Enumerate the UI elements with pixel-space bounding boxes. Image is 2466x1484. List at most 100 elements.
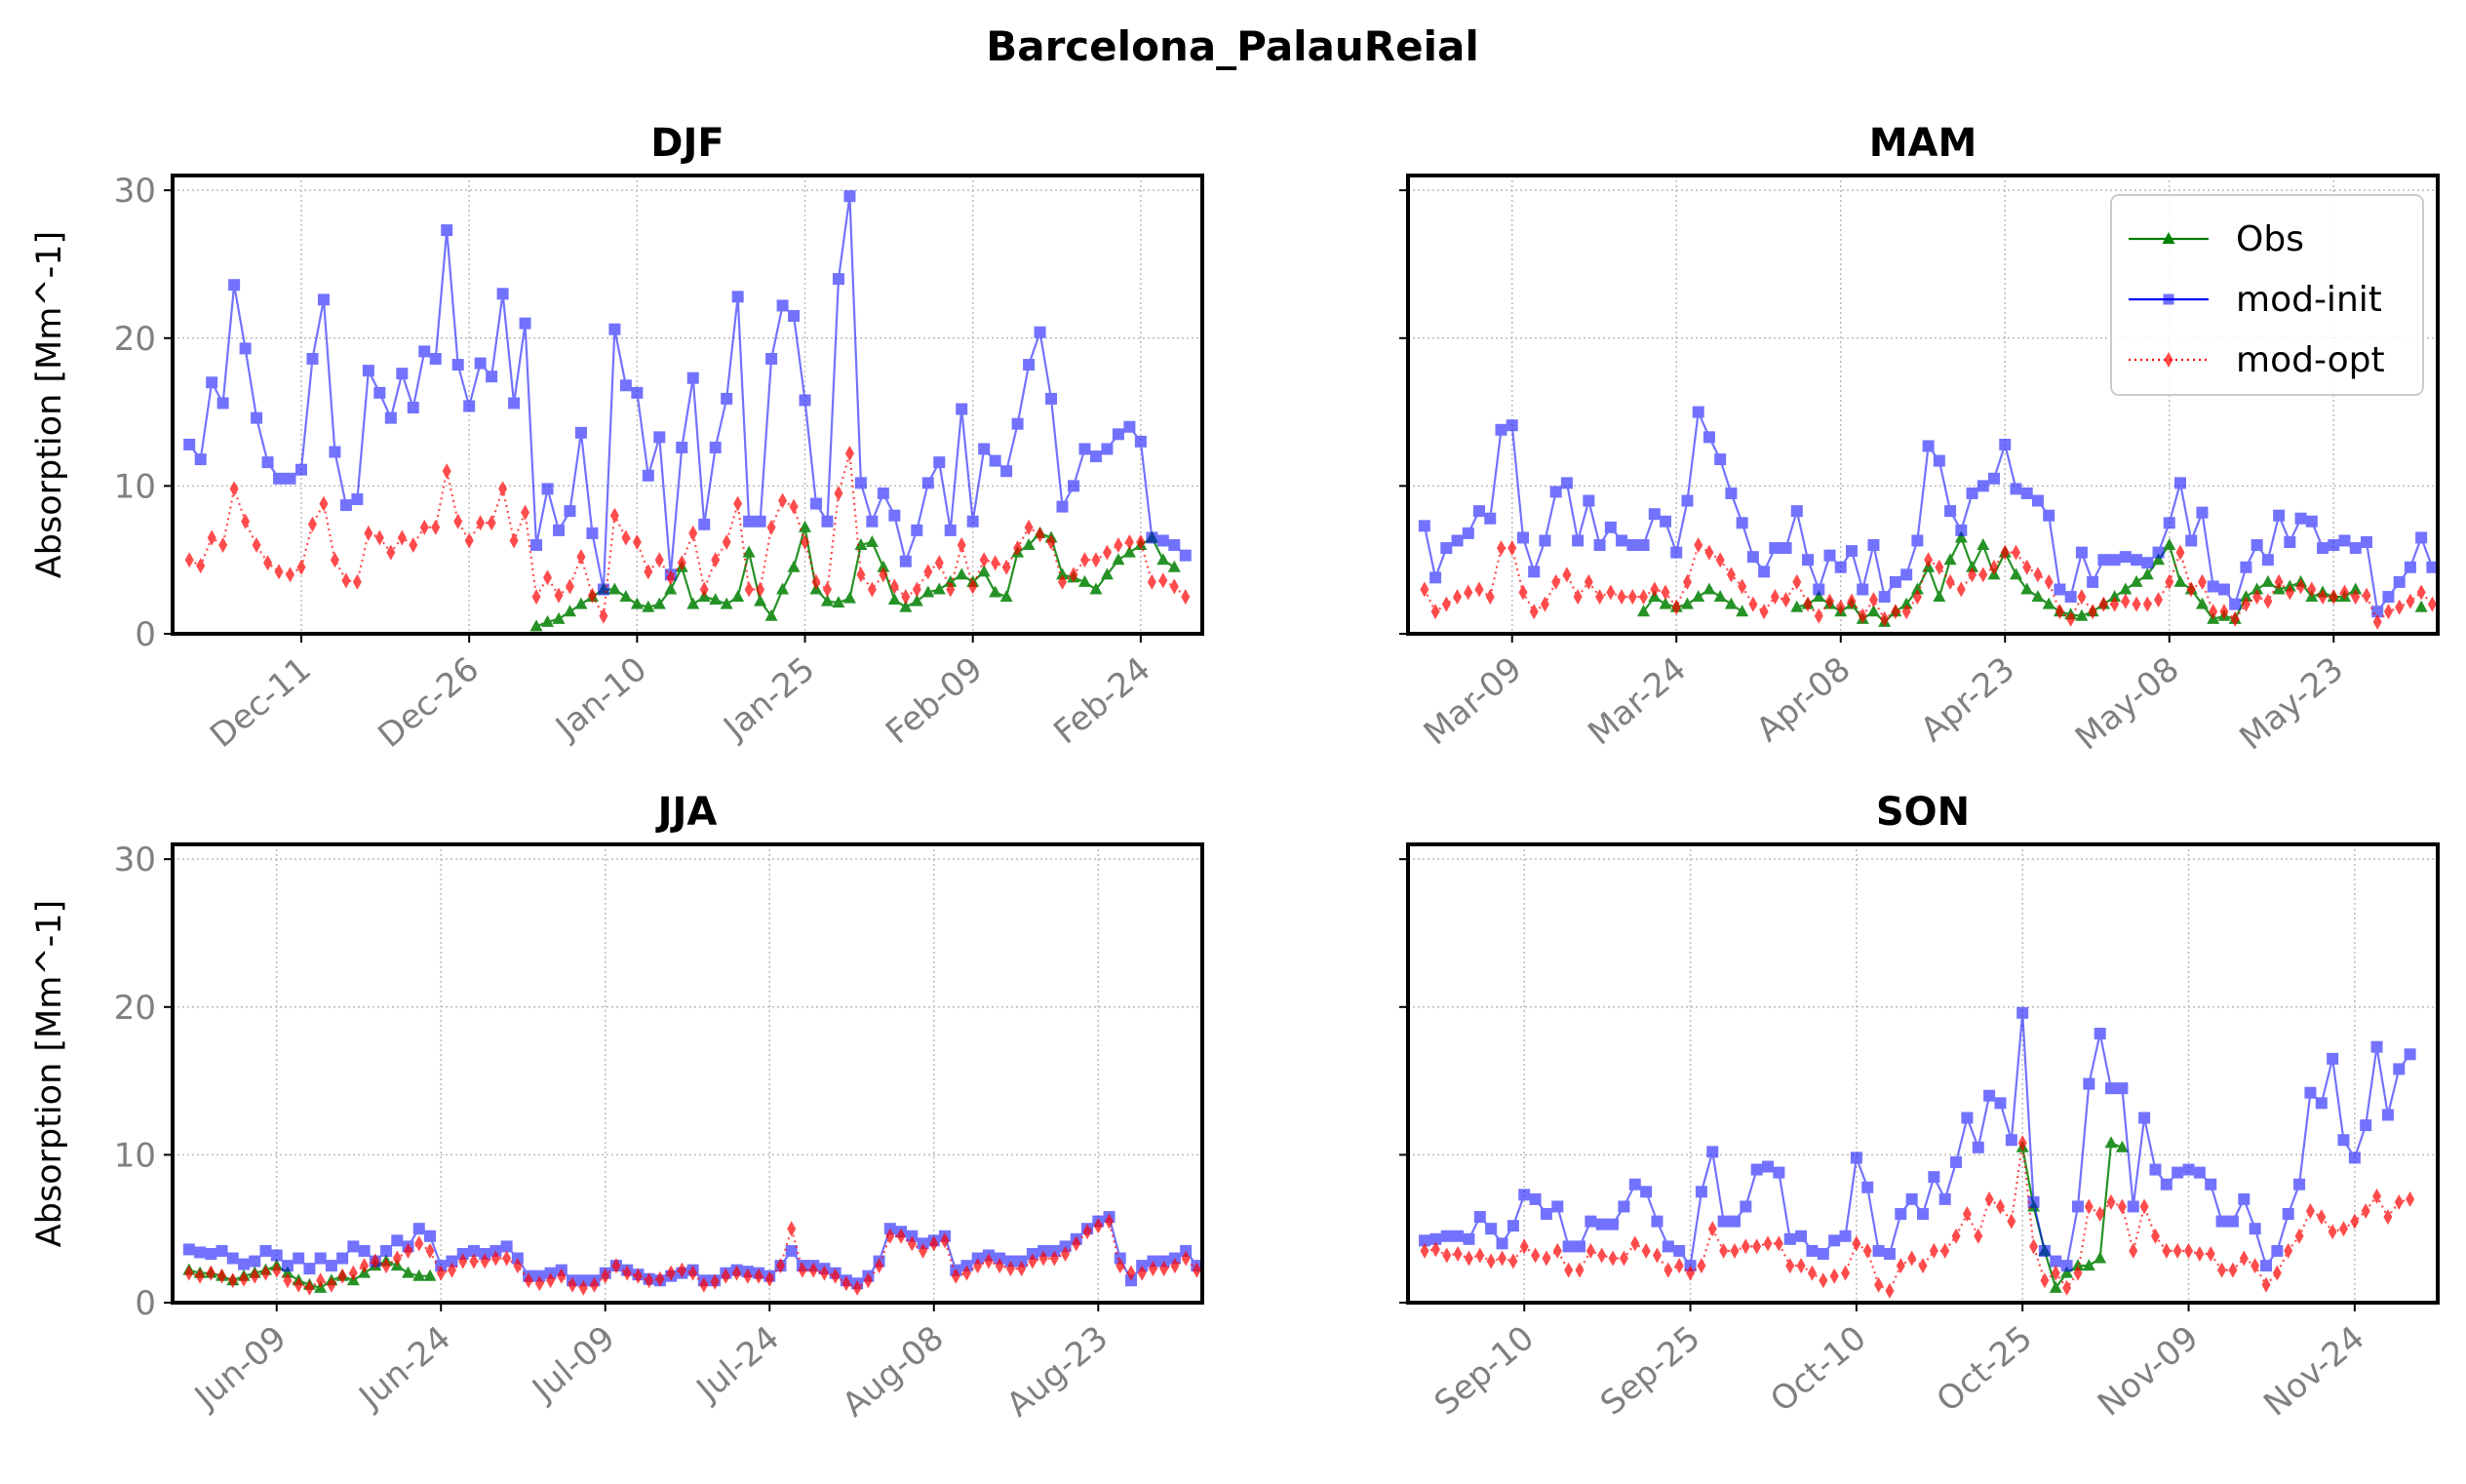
data-point — [554, 587, 564, 604]
data-point — [1597, 1247, 1607, 1264]
data-point — [808, 1262, 818, 1278]
data-point — [2285, 584, 2294, 601]
data-point — [2393, 575, 2406, 588]
data-point — [2337, 1134, 2350, 1147]
data-point — [1910, 582, 1924, 595]
data-point — [1741, 1238, 1750, 1255]
data-point — [2142, 596, 2152, 612]
data-point — [1922, 440, 1935, 452]
data-point — [1707, 1221, 1717, 1237]
data-point — [1951, 1228, 1961, 1244]
data-point — [429, 353, 442, 365]
data-point — [2329, 589, 2338, 605]
data-point — [423, 1269, 437, 1281]
data-point — [1593, 539, 1606, 552]
data-point — [2005, 1134, 2017, 1147]
data-point — [907, 1235, 917, 1252]
data-point — [2152, 546, 2165, 559]
data-point — [934, 555, 944, 571]
y-tick-label: 30 — [114, 840, 156, 879]
data-point — [1802, 554, 1815, 566]
data-point — [1626, 539, 1639, 552]
data-point — [788, 310, 801, 323]
data-point — [2251, 539, 2263, 552]
data-point — [2106, 1193, 2116, 1210]
data-point — [303, 1263, 316, 1275]
data-point — [2284, 536, 2296, 548]
data-point — [688, 525, 698, 541]
data-point — [932, 582, 946, 595]
data-point — [216, 397, 229, 410]
data-point — [2328, 1224, 2337, 1240]
data-point — [2073, 1265, 2083, 1281]
data-point — [1146, 531, 1158, 544]
data-point — [407, 402, 419, 414]
data-point — [1507, 540, 1517, 557]
data-point — [1619, 1250, 1628, 1267]
data-point — [1977, 480, 1989, 492]
legend-label: mod-opt — [2236, 340, 2385, 380]
data-point — [653, 431, 666, 444]
data-point — [1616, 534, 1628, 547]
data-point — [381, 1258, 391, 1274]
data-point — [2071, 1259, 2085, 1271]
data-point — [1122, 545, 1136, 558]
data-point — [822, 581, 832, 598]
series-line — [1424, 1012, 2411, 1269]
panel-title: MAM — [1869, 121, 1977, 166]
data-point — [1463, 1232, 1475, 1245]
data-point — [1845, 545, 1858, 558]
data-point — [2338, 1221, 2348, 1237]
data-point — [633, 1268, 643, 1284]
data-point — [1762, 1160, 1775, 1173]
data-point — [1046, 534, 1056, 550]
data-point — [480, 1253, 489, 1269]
data-point — [1889, 575, 1901, 588]
data-point — [1706, 1146, 1719, 1158]
data-point — [1834, 561, 1847, 573]
data-point — [787, 1221, 797, 1237]
data-point — [710, 1273, 720, 1290]
data-point — [2351, 589, 2361, 605]
data-point — [789, 498, 799, 515]
data-point — [360, 1258, 370, 1274]
data-point — [733, 495, 743, 512]
data-point — [1102, 544, 1112, 561]
data-point — [1529, 1192, 1542, 1205]
data-point — [217, 1268, 227, 1284]
data-point — [239, 1270, 249, 1287]
data-point — [2317, 1209, 2327, 1226]
data-point — [2098, 596, 2108, 612]
data-point — [2427, 596, 2437, 612]
data-point — [228, 1272, 238, 1289]
data-point — [2238, 1192, 2251, 1205]
data-point — [1738, 578, 1747, 595]
data-point — [866, 515, 879, 527]
data-point — [686, 371, 699, 384]
data-point — [2116, 1082, 2129, 1095]
data-point — [496, 288, 509, 300]
data-point — [1508, 1253, 1518, 1269]
y-tick-label: 0 — [135, 1284, 156, 1323]
x-tick-label: Feb-24 — [1046, 649, 1157, 752]
data-point — [1792, 573, 1802, 590]
data-point — [1662, 1240, 1674, 1253]
data-point — [2062, 1279, 2072, 1296]
data-point — [1814, 607, 1823, 624]
data-point — [281, 1266, 294, 1278]
data-point — [182, 1243, 195, 1256]
data-point — [307, 516, 317, 532]
data-point — [889, 578, 899, 595]
data-point — [1703, 431, 1715, 444]
data-point — [743, 1268, 753, 1284]
data-point — [2293, 1178, 2306, 1191]
data-point — [215, 1244, 228, 1257]
data-point — [1028, 1253, 1037, 1269]
data-point — [451, 359, 464, 371]
data-point — [325, 1260, 337, 1272]
data-point — [1891, 604, 1900, 620]
data-point — [1911, 534, 1924, 547]
data-point — [339, 499, 352, 512]
data-point — [664, 582, 678, 595]
data-point — [2217, 1262, 2227, 1278]
